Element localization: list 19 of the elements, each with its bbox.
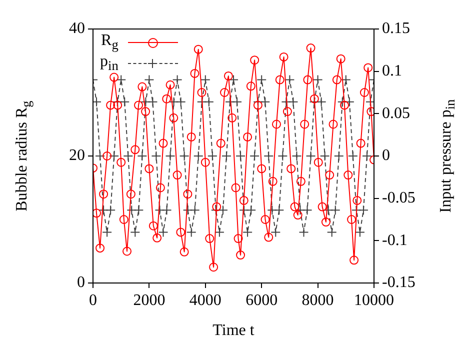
y2-tick-label: -0.15	[382, 274, 416, 292]
y-tick-label: 20	[69, 147, 85, 164]
x-axis-title: Time t	[212, 322, 254, 340]
y2-tick-label: -0.05	[382, 190, 416, 207]
y2-tick-label: 0	[382, 147, 390, 164]
y2-tick-label: 0.15	[382, 20, 410, 38]
x-tick-label: 6000	[246, 292, 278, 309]
y-tick-label: 40	[69, 20, 85, 38]
x-tick-label: 2000	[133, 292, 166, 309]
legend-label: R$_{g}$	[101, 32, 118, 54]
x-tick-label: 10000	[354, 292, 394, 309]
y-tick-label: 0	[77, 274, 85, 292]
x-tick-label: 0	[89, 292, 97, 309]
y2-tick-label: -0.1	[382, 232, 408, 249]
x-tick-label: 8000	[302, 292, 334, 309]
legend-label: p$_{in}$	[100, 52, 118, 74]
x-tick-label: 4000	[189, 292, 222, 309]
y2-tick-label: 0.1	[382, 62, 402, 80]
y2-tick-label: 0.05	[382, 104, 410, 122]
